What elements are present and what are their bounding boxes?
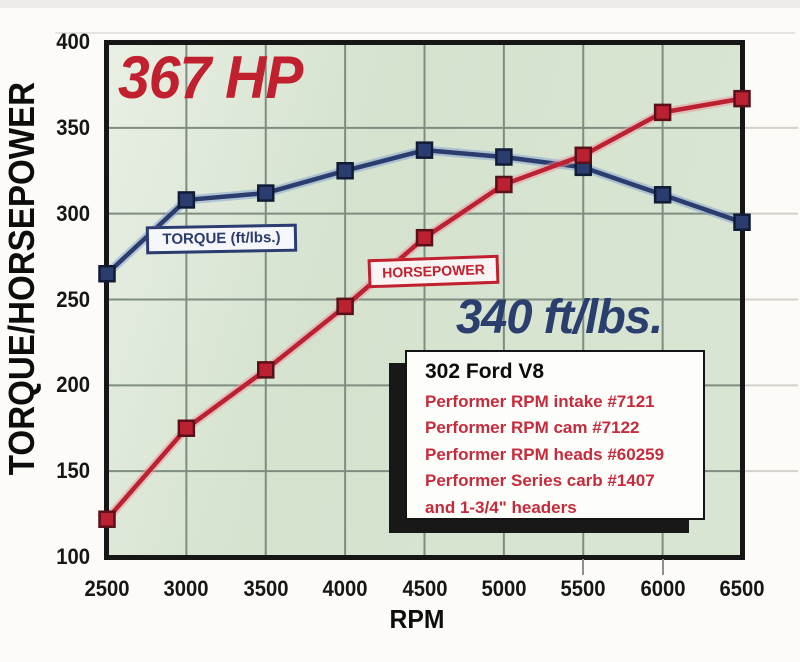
x-tick-6500: 6500: [719, 576, 765, 601]
torque-legend: TORQUE (ft/lbs.): [145, 223, 298, 255]
y-tick-250: 250: [56, 287, 90, 312]
engine-part-line: Performer RPM heads #60259: [425, 444, 665, 464]
y-tick-100: 100: [56, 544, 90, 569]
data-series: [98, 89, 751, 528]
y-axis-title: TORQUE/HORSEPOWER: [1, 82, 42, 476]
y-tick-200: 200: [56, 372, 90, 397]
x-axis-title: RPM: [389, 604, 445, 634]
x-tick-4500: 4500: [402, 576, 448, 601]
y-tick-350: 350: [56, 115, 90, 140]
scan-edge-artifact: [0, 0, 800, 8]
y-tick-150: 150: [56, 458, 90, 483]
engine-title: 302 Ford V8: [425, 360, 545, 383]
peak-horsepower-annotation: 367 HP: [118, 44, 303, 111]
engine-part-line: Performer Series carb #1407: [425, 471, 655, 491]
horsepower-legend: HORSEPOWER: [367, 254, 500, 289]
x-tick-3000: 3000: [163, 576, 209, 601]
x-tick-4000: 4000: [322, 576, 368, 601]
x-tick-5000: 5000: [481, 576, 527, 601]
y-tick-400: 400: [56, 29, 90, 54]
engine-part-line: and 1-3/4" headers: [425, 497, 577, 517]
y-tick-300: 300: [56, 201, 90, 226]
engine-info-box: 302 Ford V8 Performer RPM intake #7121 P…: [405, 350, 705, 520]
x-tick-3500: 3500: [243, 576, 289, 601]
engine-part-line: Performer RPM cam #7122: [425, 418, 640, 438]
x-tick-6000: 6000: [640, 576, 686, 601]
plot-border: [104, 40, 745, 560]
x-tick-5500: 5500: [560, 576, 606, 601]
peak-torque-annotation: 340 ft/lbs.: [456, 291, 663, 344]
x-tick-2500: 2500: [84, 576, 130, 601]
engine-part-line: Performer RPM intake #7121: [425, 392, 655, 411]
